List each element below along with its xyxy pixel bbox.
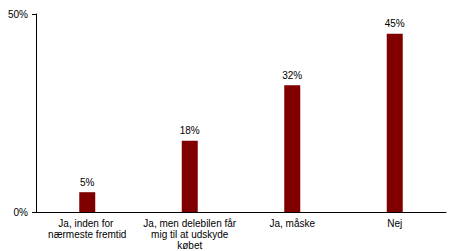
- svg-text:18%: 18%: [180, 125, 200, 136]
- svg-text:Ja, inden for: Ja, inden for: [58, 218, 116, 229]
- svg-text:mig til at udskyde: mig til at udskyde: [148, 229, 231, 240]
- svg-text:45%: 45%: [385, 18, 405, 29]
- svg-text:Ja, men delebilen får: Ja, men delebilen får: [143, 218, 237, 229]
- svg-text:Ja, måske: Ja, måske: [269, 218, 315, 229]
- svg-text:5%: 5%: [80, 177, 95, 188]
- svg-text:Nej: Nej: [387, 218, 402, 229]
- svg-text:købet: købet: [177, 240, 202, 251]
- svg-text:32%: 32%: [282, 70, 302, 81]
- svg-text:nærmeste fremtid: nærmeste fremtid: [48, 229, 126, 240]
- svg-text:0%: 0%: [14, 207, 29, 218]
- svg-text:50%: 50%: [8, 9, 28, 20]
